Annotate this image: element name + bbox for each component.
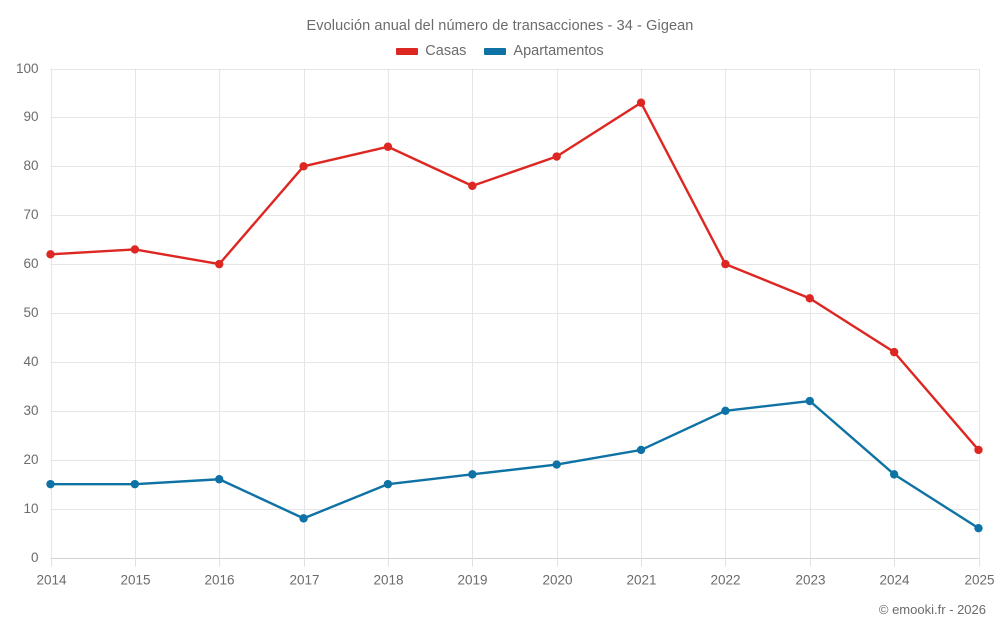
legend-item-apartamentos[interactable]: Apartamentos bbox=[484, 43, 604, 59]
data-point-apartamentos-2017[interactable] bbox=[299, 514, 308, 523]
data-point-apartamentos-2024[interactable] bbox=[889, 470, 899, 479]
data-point-apartamentos-2022[interactable] bbox=[721, 406, 730, 415]
credit-text: © emooki.fr - 2026 bbox=[878, 602, 986, 617]
data-point-casas-2018[interactable] bbox=[383, 142, 393, 151]
data-point-apartamentos-2023[interactable] bbox=[805, 396, 814, 406]
x-axis-tick-label[interactable]: 2024 bbox=[879, 573, 910, 588]
x-axis-tick-label[interactable]: 2014 bbox=[36, 573, 67, 588]
y-axis-tick-label: 90 bbox=[23, 109, 38, 124]
data-point-casas-2025[interactable] bbox=[974, 445, 983, 455]
x-axis-tick-label[interactable]: 2020 bbox=[542, 573, 572, 588]
data-point-casas-2015[interactable] bbox=[130, 245, 140, 254]
data-point-apartamentos-2021[interactable] bbox=[636, 445, 646, 455]
data-point-apartamentos-2019[interactable] bbox=[468, 470, 477, 479]
x-axis-tick-label[interactable]: 2023 bbox=[795, 573, 825, 588]
x-axis-tick-label[interactable]: 2021 bbox=[626, 573, 656, 588]
data-point-casas-2020[interactable] bbox=[552, 152, 561, 161]
x-axis-tick-label[interactable]: 2015 bbox=[120, 573, 150, 588]
series-line-casas bbox=[49, 101, 980, 452]
y-axis-tick-label: 10 bbox=[23, 501, 38, 516]
y-axis-tick-label: 0 bbox=[31, 550, 39, 565]
data-point-casas-2024[interactable] bbox=[889, 347, 899, 357]
legend-swatch-apartamentos bbox=[484, 47, 507, 55]
chart-title: Evolución anual del número de transaccio… bbox=[306, 18, 694, 34]
data-point-casas-2019[interactable] bbox=[468, 181, 477, 191]
data-point-casas-2014[interactable] bbox=[46, 250, 55, 259]
y-axis-tick-label: 30 bbox=[23, 403, 38, 418]
data-point-apartamentos-2015[interactable] bbox=[130, 479, 140, 489]
y-axis-tick-label: 20 bbox=[23, 452, 38, 467]
x-axis-tick-label[interactable]: 2016 bbox=[204, 573, 234, 588]
legend-label-casas: Casas bbox=[425, 43, 467, 59]
legend-item-casas[interactable]: Casas bbox=[396, 43, 466, 59]
series-line-apartamentos bbox=[49, 399, 980, 530]
x-axis-tick-label[interactable]: 2019 bbox=[457, 573, 487, 588]
data-point-casas-2021[interactable] bbox=[636, 98, 646, 107]
legend-swatch-casas bbox=[396, 47, 419, 55]
x-axis-tick-label[interactable]: 2018 bbox=[373, 573, 403, 588]
data-point-apartamentos-2016[interactable] bbox=[215, 475, 224, 484]
y-axis-tick-label: 100 bbox=[16, 61, 39, 76]
y-axis-tick-label: 40 bbox=[23, 354, 38, 369]
data-point-apartamentos-2020[interactable] bbox=[552, 460, 561, 469]
x-axis-tick-label[interactable]: 2017 bbox=[289, 573, 319, 588]
data-point-casas-2017[interactable] bbox=[299, 162, 308, 171]
data-point-apartamentos-2014[interactable] bbox=[46, 479, 55, 489]
legend-label-apartamentos: Apartamentos bbox=[513, 43, 604, 59]
data-point-casas-2023[interactable] bbox=[805, 294, 814, 303]
y-axis-tick-label: 80 bbox=[23, 158, 38, 173]
x-axis-tick-label[interactable]: 2025 bbox=[964, 573, 994, 588]
data-point-apartamentos-2018[interactable] bbox=[383, 479, 393, 489]
chart-legend: Casas Apartamentos bbox=[0, 43, 1000, 59]
data-point-casas-2022[interactable] bbox=[721, 259, 730, 269]
data-point-apartamentos-2025[interactable] bbox=[974, 523, 983, 533]
y-axis-tick-label: 70 bbox=[23, 207, 38, 222]
y-axis-tick-label: 50 bbox=[23, 305, 38, 320]
data-point-casas-2016[interactable] bbox=[215, 259, 224, 269]
x-axis-tick-label[interactable]: 2022 bbox=[710, 573, 740, 588]
plot-area: 0 10 20 30 40 50 60 70 80 90 100 2014 2015 2016 2017 20… bbox=[16, 61, 995, 588]
y-axis-tick-label: 60 bbox=[23, 256, 38, 271]
